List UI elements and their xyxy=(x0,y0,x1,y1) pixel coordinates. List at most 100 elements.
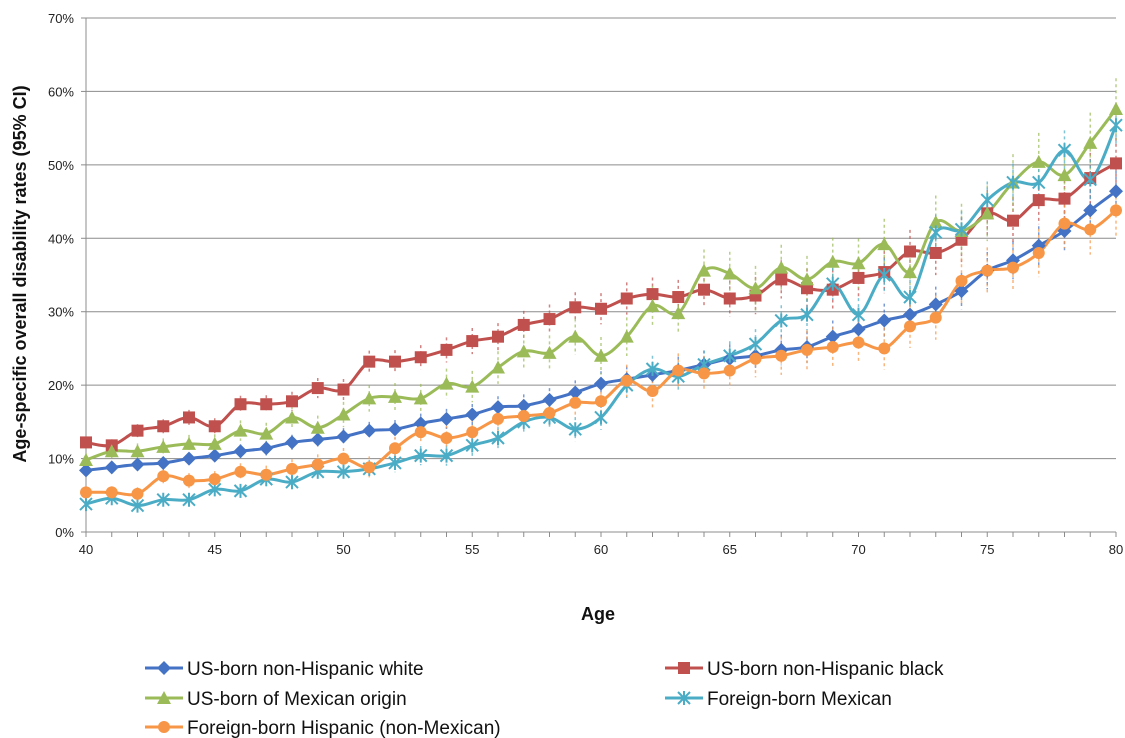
y-tick-label: 60% xyxy=(48,84,74,99)
data-point-us-born-non-hispanic-black xyxy=(723,292,736,305)
data-point-foreign-born-hispanic-non-mexican xyxy=(440,432,453,445)
data-point-us-born-of-mexican-origin xyxy=(800,272,814,286)
x-tick-label: 80 xyxy=(1109,542,1123,557)
x-tick-label: 50 xyxy=(336,542,350,557)
data-point-foreign-born-hispanic-non-mexican xyxy=(826,340,839,353)
legend-item-foreign-born-hispanic-non-mexican: Foreign-born Hispanic (non-Mexican) xyxy=(145,718,501,738)
x-tick-label: 40 xyxy=(79,542,93,557)
legend-label: Foreign-born Mexican xyxy=(707,689,892,710)
data-point-us-born-of-mexican-origin xyxy=(104,444,119,458)
data-point-us-born-of-mexican-origin xyxy=(671,306,686,320)
data-point-us-born-non-hispanic-black xyxy=(131,424,144,437)
data-point-us-born-non-hispanic-white xyxy=(388,422,402,437)
data-point-us-born-non-hispanic-white xyxy=(79,463,93,478)
data-point-foreign-born-mexican xyxy=(903,290,917,305)
data-point-foreign-born-mexican xyxy=(233,483,248,498)
data-point-foreign-born-mexican xyxy=(439,448,454,463)
data-point-us-born-non-hispanic-black xyxy=(1032,194,1045,207)
data-point-us-born-non-hispanic-black xyxy=(363,355,376,368)
legend-item-us-born-non-hispanic-black: US-born non-Hispanic black xyxy=(665,659,944,680)
data-point-us-born-non-hispanic-black xyxy=(466,335,479,348)
data-point-us-born-non-hispanic-black xyxy=(672,291,685,304)
data-point-foreign-born-hispanic-non-mexican xyxy=(852,336,865,349)
data-point-foreign-born-hispanic-non-mexican xyxy=(878,342,891,355)
data-point-foreign-born-mexican xyxy=(723,348,737,363)
data-point-foreign-born-hispanic-non-mexican xyxy=(1058,217,1071,230)
data-point-us-born-of-mexican-origin xyxy=(645,298,660,312)
data-point-us-born-non-hispanic-black xyxy=(775,273,788,286)
data-point-foreign-born-hispanic-non-mexican xyxy=(698,367,710,380)
legend-swatch-marker xyxy=(678,662,690,674)
data-point-foreign-born-hispanic-non-mexican xyxy=(723,364,736,377)
data-point-foreign-born-hispanic-non-mexican xyxy=(208,473,221,486)
data-point-foreign-born-hispanic-non-mexican xyxy=(775,349,788,362)
data-point-us-born-non-hispanic-black xyxy=(208,420,221,433)
data-point-us-born-non-hispanic-black xyxy=(234,398,247,411)
data-point-us-born-non-hispanic-black xyxy=(440,343,453,356)
data-point-foreign-born-mexican xyxy=(954,222,969,237)
x-tick-label: 60 xyxy=(594,542,608,557)
data-point-us-born-of-mexican-origin xyxy=(825,254,840,268)
data-point-us-born-non-hispanic-black xyxy=(183,411,195,424)
data-point-foreign-born-hispanic-non-mexican xyxy=(311,458,324,471)
data-point-foreign-born-hispanic-non-mexican xyxy=(131,487,144,500)
data-point-us-born-non-hispanic-black xyxy=(929,246,942,259)
data-point-foreign-born-mexican xyxy=(156,492,170,507)
data-point-us-born-of-mexican-origin xyxy=(722,266,737,280)
data-point-us-born-non-hispanic-white xyxy=(542,392,557,407)
data-point-foreign-born-hispanic-non-mexican xyxy=(904,320,916,333)
data-point-us-born-of-mexican-origin xyxy=(182,436,196,450)
data-point-foreign-born-mexican xyxy=(877,268,891,282)
data-point-foreign-born-mexican xyxy=(130,498,145,513)
data-point-foreign-born-mexican xyxy=(774,313,788,328)
data-point-us-born-non-hispanic-white xyxy=(954,284,969,299)
data-point-us-born-of-mexican-origin xyxy=(233,423,248,437)
data-point-us-born-non-hispanic-white xyxy=(130,457,145,472)
data-point-foreign-born-hispanic-non-mexican xyxy=(1007,261,1019,274)
data-point-foreign-born-hispanic-non-mexican xyxy=(543,407,556,420)
data-point-foreign-born-mexican xyxy=(568,422,582,437)
data-point-us-born-non-hispanic-black xyxy=(157,420,170,433)
data-point-us-born-non-hispanic-black xyxy=(414,351,427,364)
legend: US-born non-Hispanic white US-born non-Hi… xyxy=(145,659,944,738)
data-point-us-born-non-hispanic-white xyxy=(285,435,299,450)
data-point-foreign-born-hispanic-non-mexican xyxy=(286,462,298,475)
y-tick-label: 0% xyxy=(55,525,74,540)
data-point-foreign-born-hispanic-non-mexican xyxy=(157,470,170,483)
data-point-foreign-born-hispanic-non-mexican xyxy=(466,426,479,439)
data-point-foreign-born-hispanic-non-mexican xyxy=(80,486,92,499)
data-point-us-born-non-hispanic-white xyxy=(465,407,480,422)
data-point-us-born-of-mexican-origin xyxy=(310,420,325,434)
data-point-us-born-of-mexican-origin xyxy=(542,345,557,359)
data-point-us-born-non-hispanic-black xyxy=(492,330,504,343)
data-point-us-born-of-mexican-origin xyxy=(1083,135,1098,149)
data-point-us-born-non-hispanic-black xyxy=(904,245,916,258)
data-point-us-born-non-hispanic-black xyxy=(311,382,324,395)
data-point-foreign-born-mexican xyxy=(1032,175,1046,190)
data-point-us-born-non-hispanic-black xyxy=(620,292,633,305)
data-point-us-born-of-mexican-origin xyxy=(465,379,480,393)
data-point-us-born-of-mexican-origin xyxy=(413,391,428,405)
data-point-foreign-born-mexican xyxy=(980,193,994,208)
data-point-foreign-born-mexican xyxy=(1006,175,1020,190)
data-point-us-born-of-mexican-origin xyxy=(516,344,531,358)
data-point-us-born-non-hispanic-white xyxy=(516,398,531,413)
data-point-foreign-born-mexican xyxy=(748,337,763,352)
legend-item-us-born-non-hispanic-white: US-born non-Hispanic white xyxy=(145,659,424,680)
data-point-us-born-of-mexican-origin xyxy=(594,348,608,362)
legend-swatch-marker xyxy=(157,661,171,675)
data-point-us-born-non-hispanic-black xyxy=(852,271,865,284)
data-point-foreign-born-mexican xyxy=(1083,172,1097,187)
data-point-us-born-of-mexican-origin xyxy=(285,410,299,424)
data-point-foreign-born-hispanic-non-mexican xyxy=(1084,223,1097,236)
data-point-us-born-non-hispanic-white xyxy=(336,429,351,444)
data-point-us-born-non-hispanic-white xyxy=(104,460,119,475)
data-point-us-born-non-hispanic-black xyxy=(569,301,582,314)
data-point-us-born-of-mexican-origin xyxy=(1057,168,1072,182)
data-point-foreign-born-hispanic-non-mexican xyxy=(569,396,582,409)
data-point-us-born-of-mexican-origin xyxy=(207,436,222,450)
data-point-foreign-born-mexican xyxy=(491,431,505,446)
data-point-foreign-born-mexican xyxy=(388,455,402,470)
data-point-us-born-non-hispanic-white xyxy=(568,385,583,400)
